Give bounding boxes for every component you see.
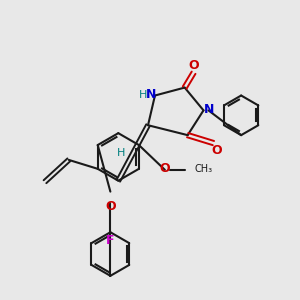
Text: O: O [160,162,170,175]
Text: O: O [188,59,199,72]
Text: H: H [139,89,147,100]
Text: N: N [204,103,214,116]
Text: O: O [105,200,116,213]
Text: H: H [117,148,125,158]
Text: CH₃: CH₃ [195,164,213,174]
Text: N: N [146,88,156,101]
Text: O: O [211,143,222,157]
Text: F: F [106,234,115,247]
